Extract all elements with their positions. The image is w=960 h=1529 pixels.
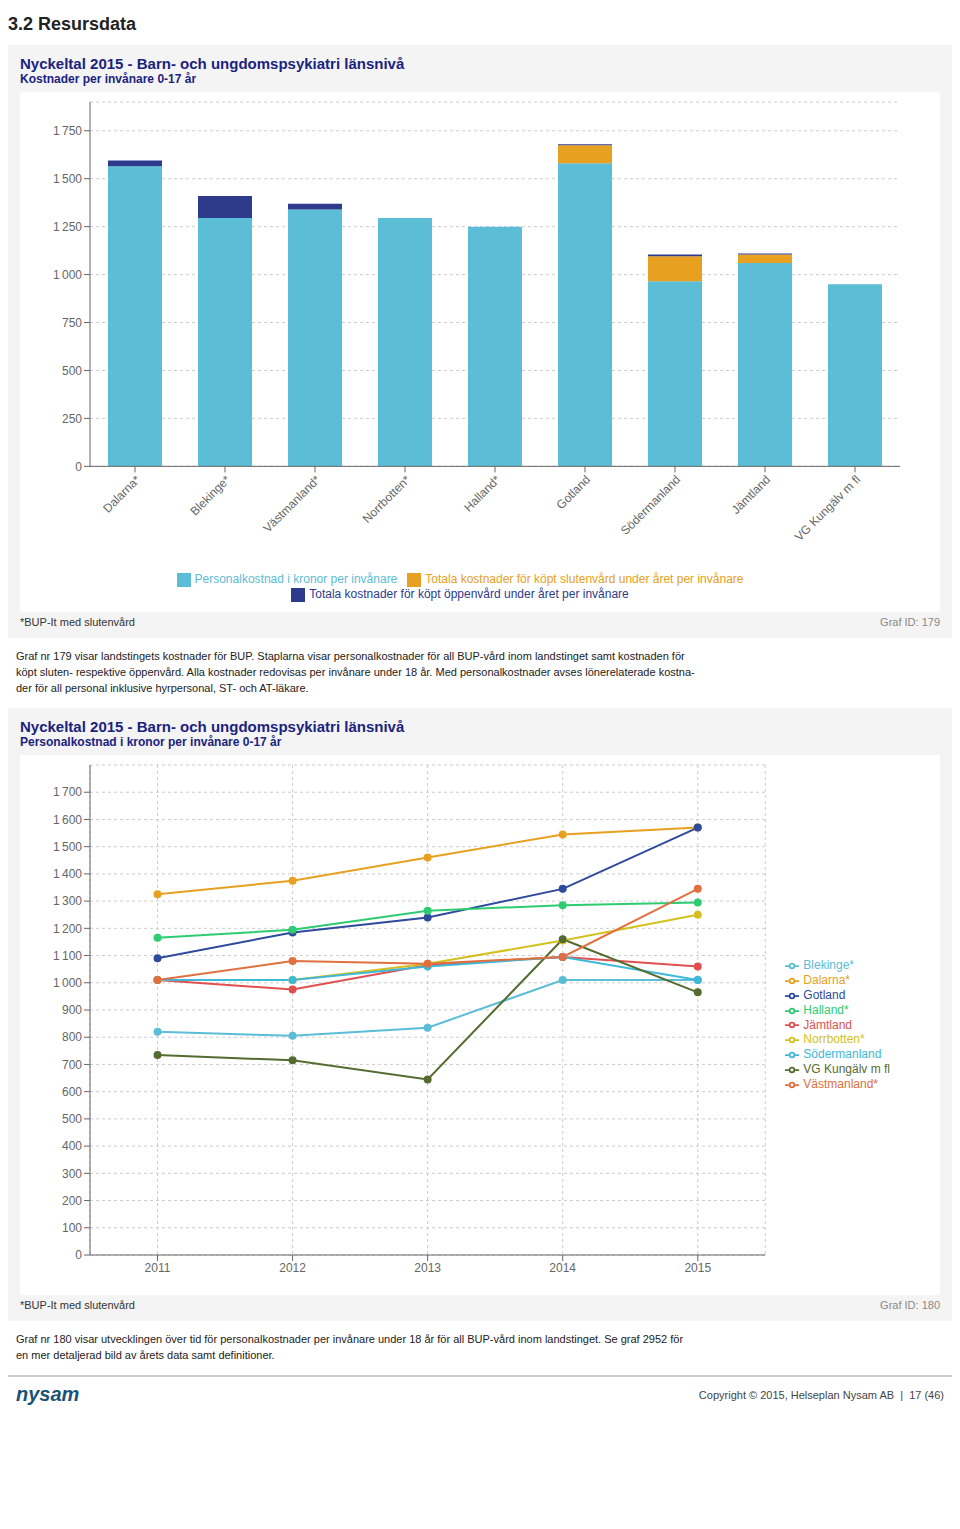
svg-text:Norrbotten*: Norrbotten* [360,472,414,526]
svg-text:100: 100 [62,1221,82,1235]
svg-text:1 750: 1 750 [53,124,82,138]
html-text:der för all personal inklusive: der för all personal inklusive hyrperson… [16,682,309,694]
html-text:Graf nr 180 visar utvecklingen: Graf nr 180 visar utvecklingen över tid … [16,1333,684,1345]
svg-text:1 200: 1 200 [53,922,82,936]
svg-text:750: 750 [62,316,82,330]
html-text:nysam: nysam [16,1383,80,1405]
svg-text:2015: 2015 [684,1261,711,1275]
svg-text:Dalarna*: Dalarna* [100,472,143,515]
html-text:Nyckeltal 2015 - Barn- och ung: Nyckeltal 2015 - Barn- och ungdomspsykia… [20,718,405,735]
svg-text:1 500: 1 500 [53,172,82,186]
svg-text:Halland*: Halland* [461,472,503,514]
svg-text:1 100: 1 100 [53,949,82,963]
svg-text:700: 700 [62,1058,82,1072]
svg-text:900: 900 [62,1003,82,1017]
svg-text:1 600: 1 600 [53,813,82,827]
html-text:*BUP-It med slutenvård: *BUP-It med slutenvård [20,616,135,628]
html-text:Copyright © 2015, Helseplan Ny: Copyright © 2015, Helseplan Nysam AB | 1… [698,1388,944,1401]
svg-text:1 000: 1 000 [53,268,82,282]
html-text:Västmanland*: Västmanland* [803,1076,878,1091]
svg-text:400: 400 [62,1139,82,1153]
svg-text:2012: 2012 [279,1261,306,1275]
html-text:Totala kostnader för köpt slut: Totala kostnader för köpt slutenvård und… [425,572,744,587]
svg-text:800: 800 [62,1030,82,1044]
svg-text:500: 500 [62,364,82,378]
svg-text:Gotland: Gotland [554,473,594,513]
svg-text:600: 600 [62,1085,82,1099]
html-text:Personalkostnad i kronor per i: Personalkostnad i kronor per invånare [194,572,398,587]
html-text:Nyckeltal 2015 - Barn- och ung: Nyckeltal 2015 - Barn- och ungdomspsykia… [20,55,405,72]
html-text:Dalarna*: Dalarna* [803,973,850,988]
svg-text:1 400: 1 400 [53,867,82,881]
svg-text:200: 200 [62,1194,82,1208]
html-text:VG Kungälv m fl: VG Kungälv m fl [803,1062,890,1077]
html-text:Graf ID: 180: Graf ID: 180 [880,1299,940,1311]
html-text:Totala kostnader för köpt öppe: Totala kostnader för köpt öppenvård unde… [309,587,629,602]
svg-text:1 300: 1 300 [53,894,82,908]
html-text:Norrbotten*: Norrbotten* [803,1032,865,1047]
svg-text:0: 0 [75,1248,82,1262]
svg-text:1 700: 1 700 [53,785,82,799]
html-text:köpt sluten- respektive öppenv: köpt sluten- respektive öppenvård. Alla … [16,666,695,678]
html-text:Jämtland: Jämtland [803,1017,852,1032]
svg-text:1 250: 1 250 [53,220,82,234]
html-text:Blekinge*: Blekinge* [803,958,854,973]
html-text:Gotland: Gotland [803,987,846,1002]
svg-text:2011: 2011 [145,1261,171,1275]
svg-text:1 000: 1 000 [53,976,82,990]
html-text:Graf ID: 179: Graf ID: 179 [880,616,940,628]
svg-text:300: 300 [62,1167,82,1181]
svg-text:0: 0 [75,460,82,474]
svg-text:VG Kungälv m fl: VG Kungälv m fl [792,473,863,544]
svg-text:2013: 2013 [414,1261,441,1275]
svg-text:Blekinge*: Blekinge* [187,472,233,518]
svg-text:Västmanland*: Västmanland* [260,472,323,535]
html-text:en mer detaljerad bild av året: en mer detaljerad bild av årets data sam… [16,1349,275,1361]
html-text:Personalkostnad i kronor per i: Personalkostnad i kronor per invånare 0-… [20,735,282,749]
html-text:Södermanland: Södermanland [803,1047,882,1062]
svg-text:2014: 2014 [549,1261,576,1275]
svg-text:Södermanland: Södermanland [618,473,683,538]
html-text:Graf nr 179 visar landstingets: Graf nr 179 visar landstingets kostnader… [16,650,685,662]
html-text:3.2 Resursdata: 3.2 Resursdata [8,14,137,34]
svg-text:1 500: 1 500 [53,840,82,854]
svg-text:Jämtland: Jämtland [729,473,773,517]
svg-text:500: 500 [62,1112,82,1126]
html-text:*BUP-It med slutenvård: *BUP-It med slutenvård [20,1299,135,1311]
html-text:Kostnader per invånare 0-17 år: Kostnader per invånare 0-17 år [20,72,197,86]
html-text:Halland*: Halland* [803,1002,849,1017]
svg-text:250: 250 [62,412,82,426]
